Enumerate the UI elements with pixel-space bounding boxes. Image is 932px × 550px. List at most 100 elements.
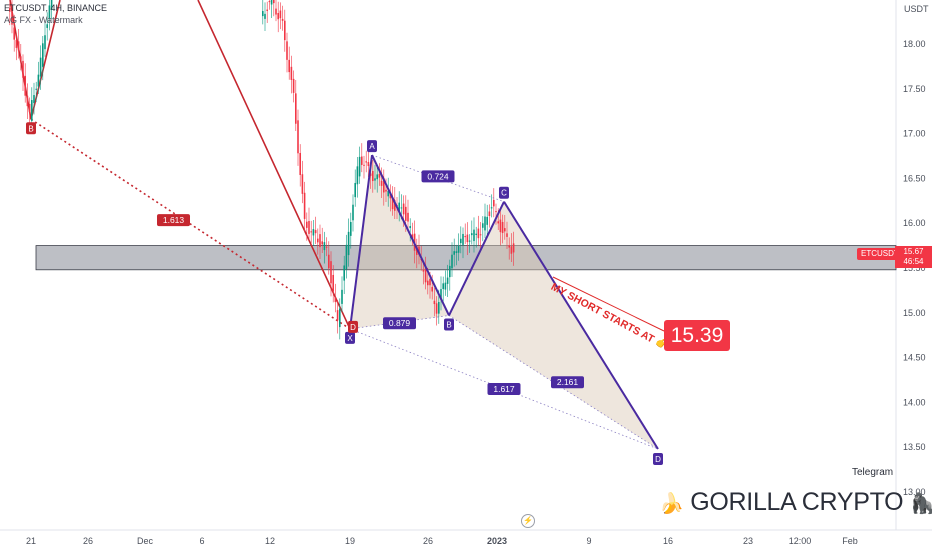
- candle-body: [46, 24, 48, 28]
- brand-name: GORILLA CRYPTO: [690, 488, 904, 516]
- prior-leg-left-up: [30, 0, 61, 120]
- short-arrow-line: [552, 276, 665, 332]
- y-tick-label: 16.50: [903, 173, 926, 183]
- pattern-fill-xab: [350, 155, 449, 329]
- candle-body: [495, 211, 497, 213]
- candle-body: [284, 20, 286, 41]
- candle-body: [314, 230, 317, 234]
- candle-body: [325, 246, 328, 248]
- candle-body: [380, 180, 383, 186]
- prior-point-label: D: [350, 323, 356, 332]
- candle-body: [398, 202, 400, 213]
- candle-body: [48, 5, 51, 19]
- pattern-leg-cd: [503, 201, 659, 450]
- ratio-badge: [551, 376, 584, 389]
- candle-body: [466, 234, 469, 243]
- candle-body: [321, 241, 323, 245]
- banana-icon: 🍌: [659, 493, 684, 515]
- candle-body: [468, 240, 471, 242]
- x-tick-label: 26: [423, 536, 433, 546]
- candle-body: [264, 13, 266, 19]
- candle-body: [44, 35, 46, 50]
- candle-body: [334, 297, 337, 303]
- candle-body: [50, 0, 53, 10]
- candle-body: [352, 204, 354, 221]
- lightning-icon[interactable]: ⚡: [521, 514, 535, 528]
- candle-body: [504, 228, 506, 232]
- y-tick-label: 15.50: [903, 263, 926, 273]
- candle-body: [13, 27, 15, 40]
- candle-body: [11, 11, 13, 25]
- ratio-badge: [383, 317, 416, 330]
- indicator-name[interactable]: AG FX - Watermark: [4, 15, 83, 25]
- candle-body: [347, 231, 350, 256]
- y-tick-label: 14.00: [903, 397, 926, 407]
- pattern-leg-xa: [349, 154, 373, 330]
- candles: [9, 0, 515, 340]
- candle-body: [262, 11, 264, 17]
- candle-body: [427, 280, 429, 286]
- x-tick-label: 6: [199, 536, 204, 546]
- x-tick-label: 16: [663, 536, 673, 546]
- prior-leg-solid: [197, 0, 351, 330]
- candle-body: [506, 233, 508, 237]
- candle-body: [453, 251, 455, 255]
- current-symbol-tag: ETCUSDT: [857, 248, 903, 260]
- ratio-line-xb: [349, 315, 450, 330]
- pattern-leg-ab: [371, 154, 450, 316]
- candle-body: [33, 95, 35, 103]
- candle-body: [339, 308, 341, 328]
- prior-point-badge: [26, 122, 36, 135]
- x-tick-label: Feb: [842, 536, 858, 546]
- candle-body: [508, 245, 510, 248]
- x-tick-label: 19: [345, 536, 355, 546]
- candle-body: [303, 192, 306, 219]
- brand-watermark: 🍌 GORILLA CRYPTO 🦍: [659, 488, 932, 517]
- y-tick-label: 17.00: [903, 129, 926, 139]
- candle-body: [391, 197, 394, 210]
- current-price-tag: 15.67 46:54: [895, 246, 932, 268]
- candle-body: [270, 0, 273, 5]
- candle-body: [37, 74, 40, 87]
- symbol-title[interactable]: ETCUSDT, 4H, BINANCE: [4, 3, 108, 13]
- candle-body: [266, 9, 268, 11]
- x-tick-label: 2023: [487, 536, 507, 546]
- point-badge: [653, 452, 663, 465]
- ratio-line-ac: [371, 154, 505, 203]
- candle-body: [332, 274, 334, 292]
- candle-body: [301, 174, 304, 194]
- candle-body: [424, 268, 427, 283]
- candle-body: [402, 203, 405, 215]
- candle-body: [356, 166, 359, 185]
- ratio-label: 1.613: [163, 215, 185, 225]
- candle-body: [17, 41, 20, 51]
- candle-body: [464, 236, 466, 238]
- candle-body: [482, 223, 484, 228]
- candle-body: [279, 10, 282, 19]
- point-label: C: [501, 189, 507, 198]
- candle-body: [365, 161, 367, 163]
- candle-body: [374, 178, 376, 181]
- telegram-label: Telegram: [852, 467, 894, 478]
- candle-body: [277, 12, 279, 20]
- candle-body: [299, 152, 301, 176]
- candle-body: [444, 282, 447, 290]
- candle-body: [475, 233, 477, 235]
- target-price-box: 15.39: [664, 320, 730, 351]
- x-tick-label: 12: [265, 536, 275, 546]
- y-tick-label: 16.00: [903, 218, 926, 228]
- candle-body: [433, 300, 436, 305]
- candle-body: [330, 261, 332, 284]
- candle-body: [275, 8, 277, 15]
- axis-currency: USDT: [904, 4, 929, 14]
- chart-header: ETCUSDT, 4H, BINANCE AG FX - Watermark: [4, 2, 107, 26]
- candle-body: [39, 57, 42, 77]
- candle-body: [358, 156, 361, 177]
- pattern-leg-bc: [448, 201, 505, 316]
- candle-body: [411, 234, 414, 239]
- candle-body: [290, 66, 293, 80]
- candle-body: [312, 229, 315, 236]
- ratio-badge: [421, 170, 455, 183]
